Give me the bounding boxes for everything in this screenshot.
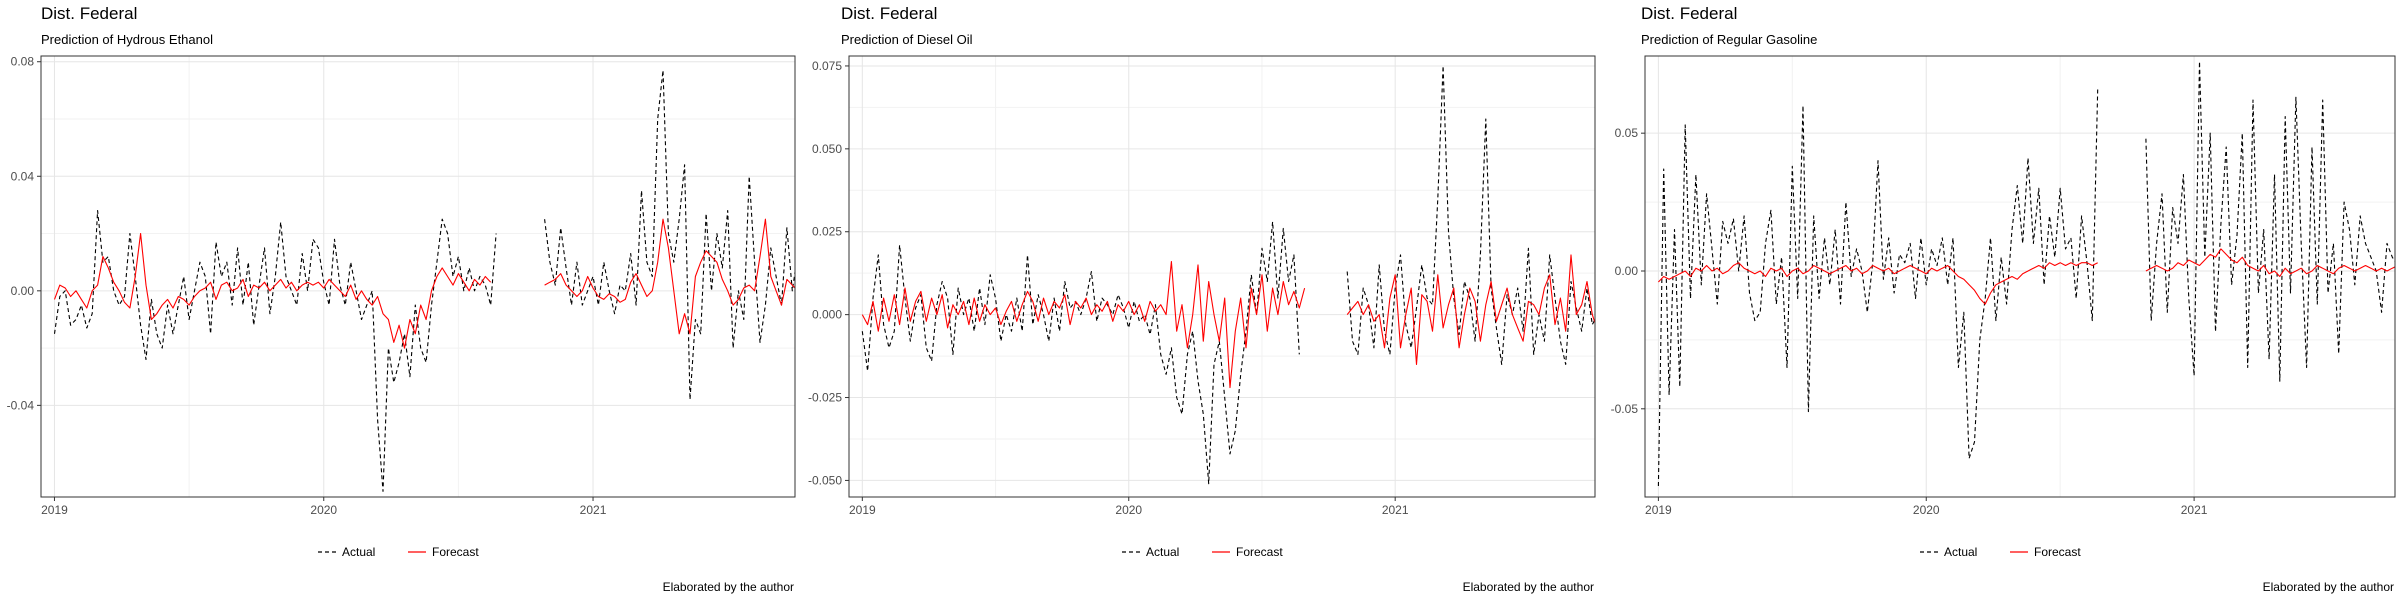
y-tick-label: -0.050 — [808, 473, 842, 487]
legend-label-actual: Actual — [342, 545, 375, 559]
x-tick-label: 2020 — [1115, 503, 1142, 517]
major-gridlines — [41, 56, 795, 497]
series-forecast-line — [53, 218, 795, 349]
y-tick-label: 0.05 — [1615, 126, 1639, 140]
y-tick-label: 0.00 — [1615, 264, 1639, 278]
x-tick-label: 2019 — [849, 503, 876, 517]
major-gridlines — [1645, 56, 2395, 497]
series-segment — [861, 221, 1300, 485]
x-tick-label: 2021 — [1382, 503, 1409, 517]
series-segment — [53, 232, 492, 349]
legend-label-forecast: Forecast — [432, 545, 479, 559]
legend: Actual Forecast — [1122, 545, 1283, 559]
x-tick-label: 2021 — [2181, 503, 2208, 517]
chart-title: Dist. Federal — [41, 4, 138, 23]
x-tick-label: 2021 — [580, 503, 607, 517]
y-tick-label: 0.025 — [812, 225, 842, 239]
plot-border — [848, 55, 1596, 498]
series-segment — [544, 69, 795, 401]
series-segment — [2145, 248, 2395, 278]
chart-svg: -0.05 0.00 0.05 2019 2020 2021 Actual Forecast — [1611, 55, 2396, 559]
y-tick-label: -0.04 — [7, 398, 35, 412]
chart-subtitle: Prediction of Hydrous Ethanol — [41, 32, 213, 47]
x-tick-label: 2020 — [1913, 503, 1940, 517]
chart-caption: Elaborated by the author — [2262, 580, 2394, 594]
series-segment — [1657, 89, 2099, 487]
chart-panel-3: Dist. Federal Prediction of Regular Gaso… — [1600, 0, 2400, 600]
legend-label-actual: Actual — [1146, 545, 1179, 559]
series-actual-line — [861, 65, 1595, 485]
chart-title: Dist. Federal — [841, 4, 938, 23]
plot-border — [40, 55, 796, 498]
y-tick-label: 0.050 — [812, 142, 842, 156]
legend: Actual Forecast — [1920, 545, 2081, 559]
chart-title: Dist. Federal — [1641, 4, 1738, 23]
chart-caption: Elaborated by the author — [1462, 580, 1594, 594]
series-segment — [1346, 254, 1595, 365]
legend-label-forecast: Forecast — [1236, 545, 1283, 559]
x-tick-label: 2019 — [41, 503, 68, 517]
legend-label-actual: Actual — [1944, 545, 1977, 559]
chart-svg: -0.04 0.00 0.04 0.08 2019 2020 2021 Actual Forec… — [7, 55, 796, 559]
y-tick-label: 0.08 — [11, 55, 35, 69]
y-tick-label: 0.00 — [11, 284, 35, 298]
minor-gridlines — [41, 56, 795, 497]
minor-gridlines — [1645, 56, 2395, 497]
major-gridlines — [849, 56, 1595, 497]
series-actual-line — [1657, 60, 2395, 487]
y-tick-label: 0.04 — [11, 169, 35, 183]
minor-gridlines — [849, 56, 1595, 497]
y-tick-label: -0.025 — [808, 391, 842, 405]
series-segment — [2145, 60, 2395, 382]
chart-panel-2: Dist. Federal Prediction of Diesel Oil -… — [800, 0, 1600, 600]
series-segment — [53, 210, 497, 492]
x-tick-label: 2020 — [310, 503, 337, 517]
legend-label-forecast: Forecast — [2034, 545, 2081, 559]
series-segment — [1658, 262, 2098, 305]
chart-subtitle: Prediction of Regular Gasoline — [1641, 32, 1818, 47]
chart-caption: Elaborated by the author — [662, 580, 794, 594]
y-tick-label: -0.05 — [1611, 402, 1639, 416]
series-forecast-line — [861, 254, 1595, 389]
series-segment — [544, 218, 795, 335]
y-tick-label: 0.000 — [812, 308, 842, 322]
chart-panel-1: Dist. Federal Prediction of Hydrous Etha… — [0, 0, 800, 600]
y-tick-label: 0.075 — [812, 59, 842, 73]
chart-subtitle: Prediction of Diesel Oil — [841, 32, 973, 47]
series-segment — [861, 261, 1306, 389]
series-segment — [1346, 65, 1595, 365]
x-tick-label: 2019 — [1645, 503, 1672, 517]
chart-svg: -0.050 -0.025 0.000 0.025 0.050 0.075 2019 2020… — [808, 55, 1596, 559]
series-actual-line — [53, 69, 795, 492]
legend: Actual Forecast — [318, 545, 479, 559]
series-forecast-line — [1658, 248, 2395, 305]
plot-border — [1644, 55, 2396, 498]
